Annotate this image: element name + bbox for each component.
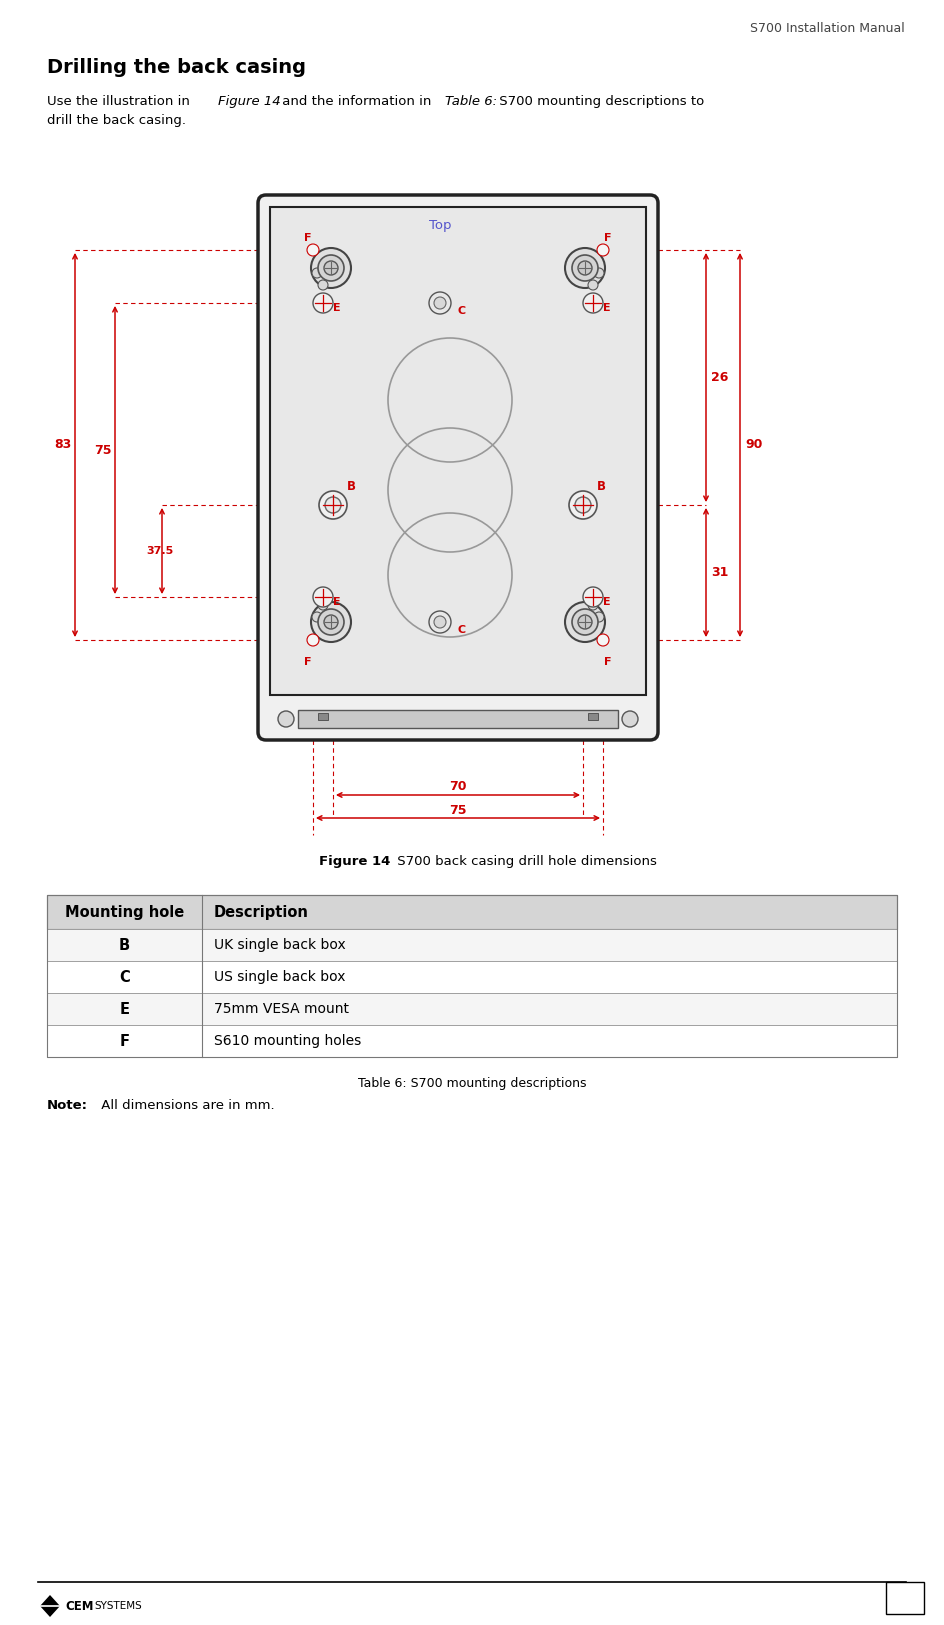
Circle shape	[572, 609, 598, 635]
Circle shape	[429, 611, 451, 634]
Circle shape	[572, 255, 598, 281]
Text: E: E	[603, 302, 611, 314]
Text: drill the back casing.: drill the back casing.	[47, 114, 186, 127]
Circle shape	[583, 587, 603, 608]
Circle shape	[597, 634, 609, 647]
Circle shape	[312, 613, 322, 622]
Bar	[318, 713, 328, 720]
Text: Use the illustration in: Use the illustration in	[47, 94, 194, 107]
Text: Mounting hole: Mounting hole	[65, 905, 184, 920]
Circle shape	[319, 491, 347, 518]
Text: 27: 27	[895, 1591, 915, 1606]
Text: F: F	[304, 232, 312, 244]
Circle shape	[307, 634, 319, 647]
Bar	[47, 895, 897, 1056]
Circle shape	[313, 292, 333, 314]
Text: S700 Installation Manual: S700 Installation Manual	[750, 23, 905, 36]
Text: F: F	[120, 1034, 129, 1048]
Circle shape	[594, 268, 604, 278]
Circle shape	[318, 609, 344, 635]
Bar	[588, 713, 598, 720]
Circle shape	[318, 600, 328, 609]
Circle shape	[622, 712, 638, 726]
Text: Description: Description	[214, 905, 309, 920]
Circle shape	[578, 262, 592, 275]
Text: 75mm VESA mount: 75mm VESA mount	[214, 1003, 349, 1016]
Circle shape	[434, 297, 446, 309]
Bar	[886, 1583, 924, 1614]
Text: C: C	[458, 306, 466, 315]
Bar	[47, 895, 897, 930]
Circle shape	[575, 497, 591, 514]
Text: F: F	[604, 656, 612, 666]
Circle shape	[312, 268, 322, 278]
Text: Note:: Note:	[47, 1098, 88, 1112]
Bar	[270, 206, 646, 696]
Text: F: F	[304, 656, 312, 666]
Circle shape	[324, 262, 338, 275]
Text: Drilling the back casing: Drilling the back casing	[47, 58, 306, 76]
FancyBboxPatch shape	[258, 195, 658, 739]
Circle shape	[318, 280, 328, 289]
Text: C: C	[458, 626, 466, 635]
Text: CEM: CEM	[65, 1599, 93, 1612]
Text: 26: 26	[712, 370, 729, 383]
Text: B: B	[346, 481, 356, 494]
Bar	[47, 960, 897, 993]
Text: Figure 14: Figure 14	[218, 94, 280, 107]
Bar	[47, 993, 897, 1025]
Text: 83: 83	[55, 439, 72, 452]
Circle shape	[565, 601, 605, 642]
Polygon shape	[40, 1596, 60, 1617]
Circle shape	[434, 616, 446, 627]
Text: US single back box: US single back box	[214, 970, 346, 985]
Circle shape	[583, 292, 603, 314]
Circle shape	[313, 587, 333, 608]
Bar	[47, 1025, 897, 1056]
Circle shape	[594, 613, 604, 622]
Text: and the information in: and the information in	[278, 94, 435, 107]
Circle shape	[311, 249, 351, 288]
Circle shape	[325, 497, 341, 514]
Text: S610 mounting holes: S610 mounting holes	[214, 1034, 362, 1048]
Text: 75: 75	[94, 444, 111, 457]
Circle shape	[311, 601, 351, 642]
Circle shape	[597, 244, 609, 257]
Circle shape	[307, 244, 319, 257]
Text: E: E	[120, 1001, 129, 1017]
Text: F: F	[604, 232, 612, 244]
Text: 31: 31	[712, 566, 729, 578]
Text: Figure 14: Figure 14	[319, 855, 390, 868]
Text: All dimensions are in mm.: All dimensions are in mm.	[97, 1098, 275, 1112]
Circle shape	[569, 491, 597, 518]
Text: 75: 75	[449, 803, 466, 816]
Text: Table 6:: Table 6:	[445, 94, 497, 107]
Circle shape	[588, 600, 598, 609]
Circle shape	[324, 614, 338, 629]
Text: SYSTEMS: SYSTEMS	[94, 1601, 142, 1610]
Text: 37.5: 37.5	[146, 546, 174, 556]
Text: E: E	[603, 596, 611, 608]
Text: S700 back casing drill hole dimensions: S700 back casing drill hole dimensions	[393, 855, 657, 868]
Circle shape	[578, 614, 592, 629]
Bar	[298, 710, 618, 728]
Text: C: C	[119, 970, 130, 985]
Bar	[47, 929, 897, 960]
Circle shape	[565, 249, 605, 288]
Text: E: E	[333, 302, 341, 314]
Text: E: E	[333, 596, 341, 608]
Circle shape	[588, 280, 598, 289]
Text: Top: Top	[429, 218, 451, 231]
Text: 70: 70	[449, 780, 466, 793]
Text: Table 6: S700 mounting descriptions: Table 6: S700 mounting descriptions	[358, 1077, 586, 1090]
Text: 90: 90	[746, 439, 763, 452]
Text: B: B	[119, 938, 130, 952]
Circle shape	[318, 255, 344, 281]
Text: B: B	[597, 481, 605, 494]
Text: UK single back box: UK single back box	[214, 938, 346, 952]
Text: S700 mounting descriptions to: S700 mounting descriptions to	[495, 94, 704, 107]
Circle shape	[429, 292, 451, 314]
Circle shape	[278, 712, 294, 726]
